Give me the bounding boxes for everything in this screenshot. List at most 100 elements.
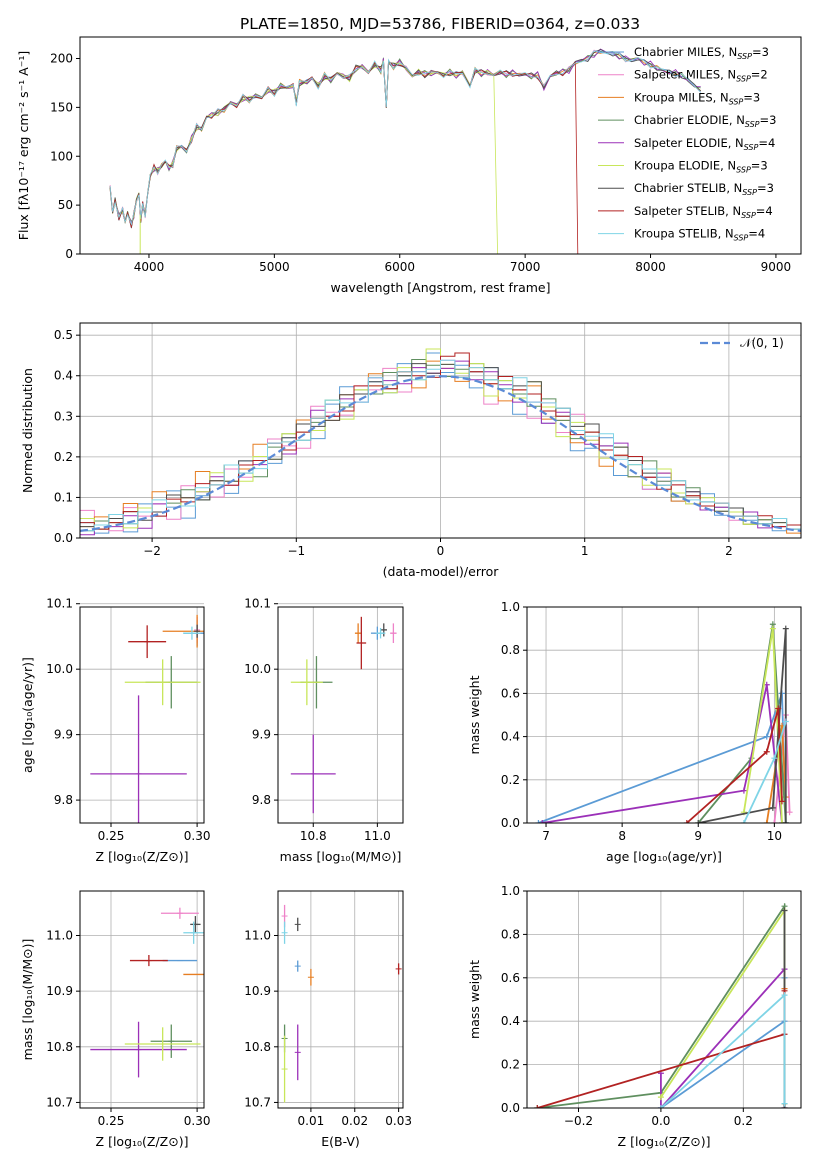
weight-marker bbox=[771, 820, 778, 823]
y-tick-label: 10.8 bbox=[244, 1040, 271, 1054]
weight-marker bbox=[740, 820, 747, 823]
y-tick-label: 9.8 bbox=[54, 793, 73, 807]
axes-frame bbox=[79, 36, 802, 255]
weight-marker bbox=[782, 718, 789, 725]
x-axis-label: mass [log₁₀(M/M⊙)] bbox=[280, 849, 402, 864]
x-tick-label: 11.0 bbox=[364, 829, 391, 843]
plot-area bbox=[109, 48, 701, 254]
legend-nssp-symbol: N bbox=[732, 204, 741, 218]
y-tick-label: 0.0 bbox=[54, 531, 73, 545]
x-axis-label: Z [log₁₀(Z/Z⊙)] bbox=[96, 1134, 189, 1149]
spectrum-line-kroupa-elodie bbox=[109, 60, 701, 254]
y-tick-label: 0.0 bbox=[501, 816, 520, 830]
y-tick-label: 10.8 bbox=[46, 1040, 73, 1054]
y-tick-label: 11.0 bbox=[244, 929, 271, 943]
y-tick-label: 10.1 bbox=[244, 597, 271, 611]
legend-nssp-sub: SSP bbox=[737, 52, 752, 61]
legend-entry: Chabrier STELIB, NSSP=3 bbox=[634, 181, 774, 197]
weight-marker bbox=[778, 798, 785, 805]
y-tick-label: 0.2 bbox=[501, 1058, 520, 1072]
y-tick-label: 10.0 bbox=[244, 662, 271, 676]
errorbar-kroupa-stelib bbox=[281, 921, 288, 944]
x-axis-label: Z [log₁₀(Z/Z⊙)] bbox=[618, 1134, 711, 1149]
y-tick-label: 0.4 bbox=[501, 730, 520, 744]
y-tick-label: 50 bbox=[58, 198, 73, 212]
weight-marker bbox=[781, 907, 788, 914]
x-tick-label: −1 bbox=[287, 544, 305, 558]
weight-marker bbox=[782, 820, 789, 823]
axes-overlay: 0.01 0.02 0.03 10.7 10.8 10.9 11.0 E(B-V) bbox=[244, 890, 412, 1149]
spectrum-line-salpeter-stelib bbox=[109, 59, 701, 254]
weight-marker bbox=[534, 1105, 541, 1108]
weight-marker bbox=[683, 820, 690, 823]
x-tick-label: 7000 bbox=[510, 260, 541, 274]
axes-frame bbox=[526, 606, 802, 824]
errorbar-chabrier-stelib bbox=[190, 916, 201, 933]
legend-model-name: Salpeter ELODIE, bbox=[634, 136, 735, 150]
legend-model-name: Kroupa MILES, bbox=[634, 90, 720, 104]
spectrum-line-kroupa-stelib bbox=[109, 50, 701, 226]
x-axis-label: age [log₁₀(age/yr)] bbox=[606, 849, 722, 864]
panel-massweight_vs_Z: −0.2 0.0 0.2 0.0 0.2 0.4 0.6 0.8 1.0 Z [log₁₀(Z/Z… bbox=[467, 884, 802, 1149]
weight-marker bbox=[740, 787, 747, 794]
legend-nssp-symbol: N bbox=[727, 68, 736, 82]
y-tick-label: 10.7 bbox=[244, 1095, 271, 1109]
gaussian-reference-curve bbox=[80, 375, 801, 532]
plot-area bbox=[281, 904, 402, 1103]
y-axis-label: mass [log₁₀(M/M⊙)] bbox=[20, 939, 35, 1061]
legend-nssp-symbol: N bbox=[729, 45, 738, 59]
plot-area bbox=[534, 903, 788, 1108]
legend-entry: Salpeter ELODIE, NSSP=4 bbox=[634, 136, 775, 152]
weight-marker bbox=[657, 1094, 664, 1101]
x-tick-label: 5000 bbox=[259, 260, 290, 274]
weight-line bbox=[697, 624, 787, 823]
weight-marker bbox=[535, 820, 542, 823]
x-tick-label: 7 bbox=[542, 829, 550, 843]
legend-nssp-sub: SSP bbox=[736, 75, 751, 84]
weight-series-kroupa-stelib bbox=[657, 992, 788, 1108]
errorbar-kroupa-elodie bbox=[281, 1035, 288, 1103]
axes-frame bbox=[526, 890, 802, 1109]
axes-overlay: −2 −1 0 1 2 0.0 0.1 0.2 0.3 0.4 0.5 (data-model)/er… bbox=[20, 322, 802, 579]
legend-nssp-symbol: N bbox=[734, 181, 743, 195]
legend-entry: Chabrier MILES, NSSP=3 bbox=[634, 45, 769, 61]
legend-nssp-sub: SSP bbox=[742, 188, 757, 197]
legend-nssp-symbol: N bbox=[735, 136, 744, 150]
weight-marker bbox=[769, 625, 776, 632]
spectrum-line-chabrier-stelib bbox=[109, 48, 701, 229]
errorbar-kroupa-stelib bbox=[375, 627, 386, 639]
x-tick-label: 0.02 bbox=[341, 1114, 368, 1128]
legend-nssp-value: =4 bbox=[756, 204, 773, 218]
weight-marker bbox=[657, 1105, 664, 1108]
weight-line bbox=[660, 966, 786, 1108]
errorbar-salpeter-elodie bbox=[294, 1024, 301, 1081]
legend-nssp-sub: SSP bbox=[745, 120, 760, 129]
weight-marker bbox=[781, 1100, 788, 1107]
errorbar-salpeter-miles bbox=[160, 907, 199, 919]
x-tick-label: 0 bbox=[437, 544, 445, 558]
y-axis-label: mass weight bbox=[467, 960, 482, 1039]
legend-nssp-sub: SSP bbox=[734, 234, 749, 243]
legend-entry: Kroupa ELODIE, NSSP=3 bbox=[634, 159, 768, 175]
x-tick-label: 10 bbox=[767, 829, 782, 843]
y-tick-label: 0.0 bbox=[501, 1101, 520, 1115]
legend-nssp-sub: SSP bbox=[744, 143, 759, 152]
legend-nssp-value: =4 bbox=[758, 136, 775, 150]
y-tick-label: 10.0 bbox=[46, 662, 73, 676]
y-tick-label: 0.2 bbox=[501, 773, 520, 787]
y-tick-label: 200 bbox=[50, 52, 73, 66]
histogram-kroupa-stelib bbox=[80, 359, 801, 538]
weight-line bbox=[743, 628, 783, 823]
legend-nssp-value: =3 bbox=[743, 90, 760, 104]
legend-model-name: Kroupa ELODIE, bbox=[634, 159, 727, 173]
y-tick-label: 9.8 bbox=[252, 793, 271, 807]
errorbar-salpeter-elodie bbox=[90, 695, 187, 823]
weight-series-salpeter-stelib bbox=[683, 705, 785, 823]
figure-title: PLATE=1850, MJD=53786, FIBERID=0364, z=0… bbox=[240, 15, 640, 33]
errorbar-kroupa-miles bbox=[307, 968, 314, 986]
weight-marker bbox=[775, 705, 782, 712]
legend-nssp-value: =2 bbox=[751, 68, 768, 82]
y-axis-label: mass weight bbox=[467, 675, 482, 754]
x-tick-label: 10.8 bbox=[300, 829, 327, 843]
y-axis-label: age [log₁₀(age/yr)] bbox=[20, 657, 35, 773]
